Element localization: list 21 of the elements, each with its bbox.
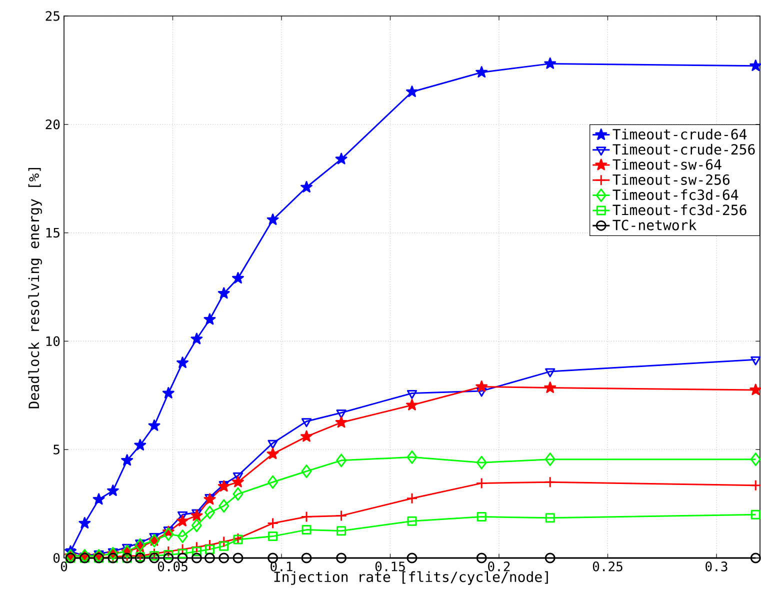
x-tick-label: 0.05 xyxy=(158,562,188,572)
y-axis-title: Deadlock resolving energy [%] xyxy=(28,168,42,408)
legend-label: Timeout-sw-64 xyxy=(612,158,722,170)
y-tick-label: 10 xyxy=(46,336,60,346)
legend-label: Timeout-crude-64 xyxy=(612,128,747,140)
x-tick-label: 0.3 xyxy=(706,562,728,572)
y-tick-label: 5 xyxy=(54,444,60,454)
y-tick-label: 20 xyxy=(46,119,60,130)
x-tick-label: 0.25 xyxy=(592,562,622,572)
x-tick-label: 0.15 xyxy=(375,562,405,572)
y-tick-label: 25 xyxy=(46,11,60,21)
legend-label: Timeout-crude-256 xyxy=(612,144,755,155)
legend-label: Timeout-fc3d-256 xyxy=(612,204,746,216)
x-tick-label: 0 xyxy=(60,562,68,572)
legend-label: TC-network xyxy=(612,220,696,230)
x-tick-label: 0.2 xyxy=(488,562,510,572)
legend-label: Timeout-fc3d-64 xyxy=(612,189,738,200)
y-tick-label: 0 xyxy=(53,553,60,563)
legend-label: Timeout-sw-256 xyxy=(612,174,730,185)
y-tick-label: 15 xyxy=(46,228,60,238)
x-axis-title: Injection rate [flits/cycle/node] xyxy=(274,571,548,585)
